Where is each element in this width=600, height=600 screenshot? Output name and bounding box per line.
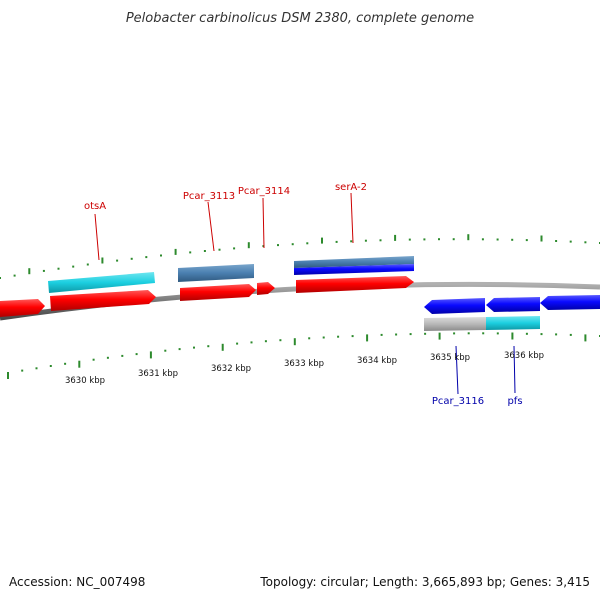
leader-Pcar_3113: [207, 201, 215, 252]
axis-label-3635: 3635 kbp: [430, 353, 470, 363]
label-Pcar_3116: Pcar_3116: [432, 396, 484, 407]
axis-label-3633: 3633 kbp: [284, 359, 324, 369]
gene-arrow-red-Pcar_3113[interactable]: [180, 284, 256, 301]
gene-arrow-red-otsA[interactable]: [50, 290, 156, 311]
cds-box-Pcar_3113: [178, 264, 254, 282]
leader-otsA: [94, 213, 100, 261]
leader-pfs: [513, 345, 516, 394]
gene-arrow-blue-Pcar_3116[interactable]: [424, 298, 485, 314]
label-pfs: pfs: [507, 396, 522, 407]
map-title: Pelobacter carbinolicus DSM 2380, comple…: [126, 11, 474, 26]
outer-tick-marks: [0, 234, 600, 279]
axis-label-3636: 3636 kbp: [504, 351, 544, 361]
axis-label-3631: 3631 kbp: [138, 369, 178, 379]
gene-arrow-red-Pcar_3114[interactable]: [257, 282, 275, 295]
leader-Pcar_3114: [262, 197, 265, 249]
gene-arrow-blue-3[interactable]: [540, 295, 600, 310]
axis-label-3630: 3630 kbp: [65, 376, 105, 386]
label-Pcar_3113: Pcar_3113: [183, 191, 235, 202]
gene-Pcar_3113-feature[interactable]: [178, 264, 254, 282]
accession-text: Accession: NC_007498: [9, 575, 145, 589]
gene-arrow-red-serA-2[interactable]: [296, 276, 414, 293]
label-otsA: otsA: [84, 201, 106, 212]
gene-otsA-feature[interactable]: [48, 272, 155, 293]
inner-tick-marks: [7, 332, 600, 379]
leader-serA-2: [350, 192, 354, 244]
cds-box-otsA: [48, 272, 155, 293]
axis-label-3632: 3632 kbp: [211, 364, 251, 374]
gene-serA-2-feature[interactable]: [294, 256, 414, 275]
label-Pcar_3114: Pcar_3114: [238, 186, 290, 197]
axis-label-3634: 3634 kbp: [357, 356, 397, 366]
cds-box-pfs[interactable]: [486, 316, 540, 330]
topology-text: Topology: circular; Length: 3,665,893 bp…: [259, 575, 590, 589]
gene-arrow-blue-pfs[interactable]: [486, 297, 540, 312]
gene-arrow-red-1[interactable]: [0, 299, 45, 317]
label-serA-2: serA-2: [335, 182, 367, 193]
leader-Pcar_3116: [455, 345, 459, 395]
cds-box-Pcar_3116[interactable]: [424, 317, 486, 331]
cds-box-serA-2-bottom: [294, 264, 414, 275]
